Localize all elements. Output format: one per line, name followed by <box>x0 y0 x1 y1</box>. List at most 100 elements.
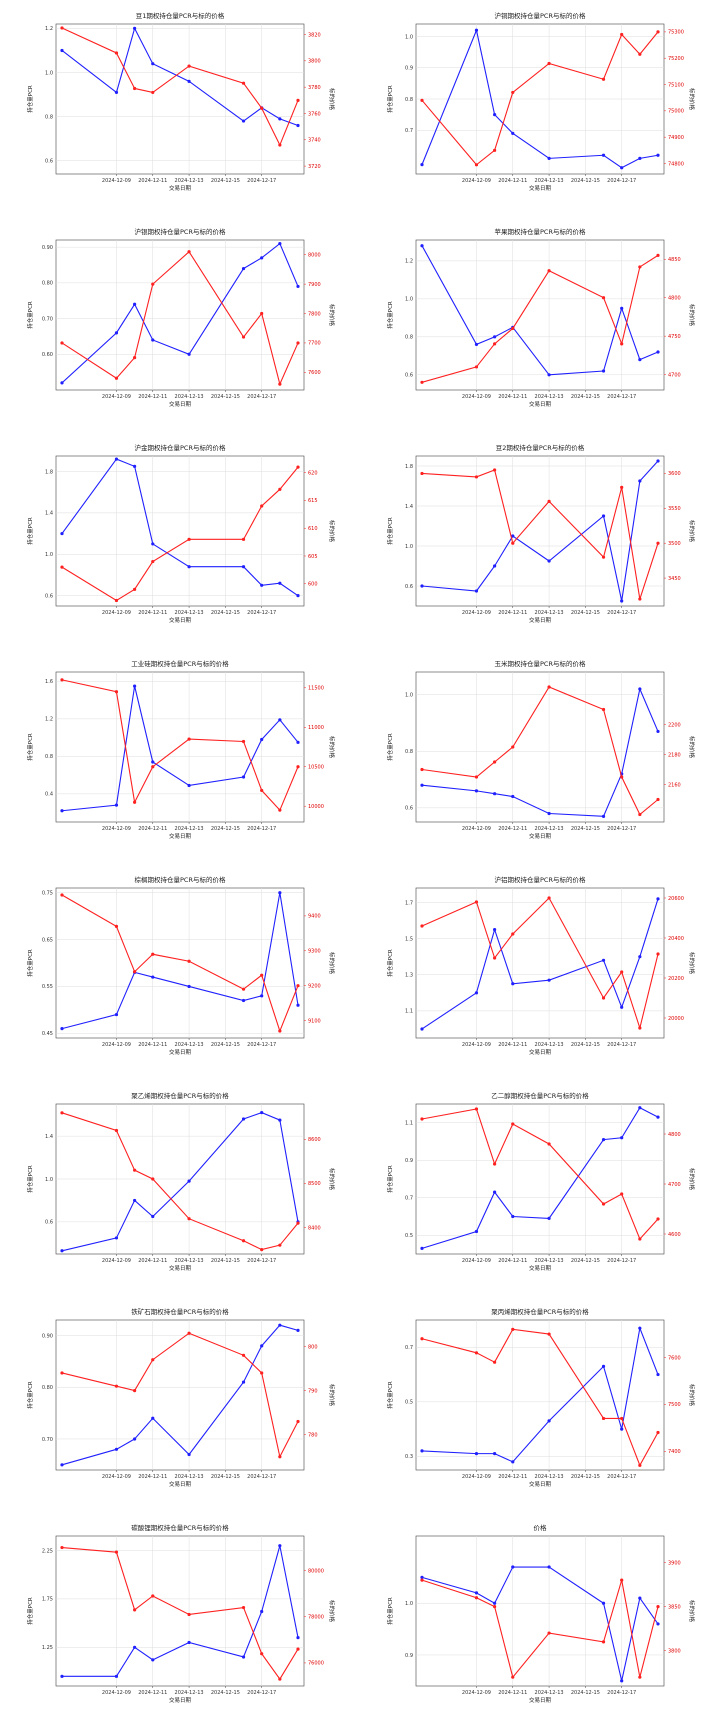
pcr-point <box>151 542 155 546</box>
x-tick-label: 2024-12-11 <box>138 178 167 184</box>
pcr-point <box>420 163 424 167</box>
y-left-tick-label: 0.80 <box>42 281 53 287</box>
pcr-point <box>620 1679 624 1683</box>
y-right-tick-label: 4600 <box>668 1232 681 1238</box>
chart-panel: 豆2期权持仓量PCR与标的价格 2024-12-09 2024-12-11 2024-… <box>364 434 716 648</box>
chart-svg: 沪铝期权持仓量PCR与标的价格 2024-12-09 2024-12-11 2024-… <box>386 875 696 1056</box>
price-point <box>547 896 551 900</box>
pcr-point <box>260 256 264 260</box>
x-tick-label: 2024-12-09 <box>462 1258 491 1264</box>
y-right-tick-label: 800 <box>308 1344 318 1350</box>
x-tick-label: 2024-12-17 <box>607 826 636 832</box>
y-left-tick-label: 0.6 <box>45 593 53 599</box>
price-point <box>474 365 479 369</box>
price-point <box>601 1202 606 1206</box>
pcr-point <box>278 891 282 895</box>
y-right-tick-label: 75100 <box>668 82 684 88</box>
x-tick-label: 2024-12-17 <box>607 1258 636 1264</box>
price-point <box>656 30 660 34</box>
y-left-tick-label: 0.70 <box>42 1437 53 1443</box>
price-point <box>474 900 479 904</box>
pcr-point <box>493 927 497 932</box>
y-right-axis-label: 标的价格 <box>328 520 336 543</box>
chart-title: 玉米期权持仓量PCR与标的价格 <box>495 659 586 668</box>
x-axis-label: 交易日期 <box>169 832 192 840</box>
y-right-tick-label: 600 <box>308 582 318 588</box>
chart-title: 乙二醇期权持仓量PCR与标的价格 <box>491 1091 589 1100</box>
x-tick-label: 2024-12-09 <box>102 1474 131 1480</box>
pcr-point <box>151 1658 155 1662</box>
price-point <box>241 1239 246 1243</box>
x-tick-label: 2024-12-15 <box>571 1258 600 1264</box>
plot-frame <box>415 239 665 391</box>
x-tick-label: 2024-12-13 <box>535 1690 564 1696</box>
plot-frame <box>55 671 305 823</box>
chart-svg: 豆1期权持仓量PCR与标的价格 2024-12-09 2024-12-11 2024-… <box>26 11 336 192</box>
price-point <box>133 970 137 974</box>
price-point <box>601 77 606 81</box>
price-point <box>114 376 119 380</box>
pcr-point <box>133 684 137 688</box>
y-right-tick-label: 4800 <box>668 295 681 301</box>
pcr-point <box>493 113 497 117</box>
y-left-axis-label: 持仓量PCR <box>26 1165 34 1193</box>
y-right-tick-label: 11000 <box>308 725 324 731</box>
price-point <box>114 1384 119 1388</box>
y-left-tick-label: 1.0 <box>45 70 53 76</box>
y-right-tick-label: 3820 <box>308 32 321 38</box>
pcr-point <box>278 1118 282 1122</box>
pcr-point <box>133 1198 137 1203</box>
x-tick-label: 2024-12-15 <box>571 1042 600 1048</box>
price-point <box>620 32 624 37</box>
x-axis-label: 交易日期 <box>169 1480 192 1488</box>
y-left-tick-label: 1.0 <box>405 544 413 550</box>
y-right-tick-label: 9400 <box>308 914 321 920</box>
price-point <box>60 893 64 897</box>
pcr-point <box>511 982 515 986</box>
price-point <box>187 737 191 741</box>
price-point <box>601 1640 606 1644</box>
price-line <box>421 1579 659 1679</box>
x-tick-label: 2024-12-09 <box>462 826 491 832</box>
x-tick-label: 2024-12-13 <box>535 1258 564 1264</box>
y-left-tick-label: 0.65 <box>42 937 53 943</box>
pcr-point <box>133 464 137 468</box>
x-tick-label: 2024-12-17 <box>247 178 276 184</box>
pcr-point <box>474 28 479 32</box>
price-point <box>278 487 282 491</box>
pcr-point <box>60 1674 64 1678</box>
chart-title: 豆1期权持仓量PCR与标的价格 <box>136 11 225 20</box>
pcr-line <box>421 245 659 376</box>
y-left-tick-label: 1.1 <box>405 1121 413 1127</box>
pcr-point <box>241 775 246 779</box>
y-left-axis-label: 持仓量PCR <box>386 733 394 761</box>
price-point <box>260 504 264 508</box>
price-point <box>493 1162 497 1166</box>
price-point <box>547 269 551 273</box>
x-tick-label: 2024-12-11 <box>498 394 527 400</box>
price-point <box>133 86 137 91</box>
chart-panel: 价格 2024-12-09 2024-12-11 2024-12-13 2024-12-… <box>364 1514 716 1728</box>
y-right-tick-label: 610 <box>308 526 318 532</box>
y-right-tick-label: 4800 <box>668 1132 681 1138</box>
chart-svg: 沪银期权持仓量PCR与标的价格 2024-12-09 2024-12-11 2024-… <box>26 227 336 408</box>
pcr-point <box>620 166 624 170</box>
price-line <box>421 1328 659 1467</box>
plot-frame <box>55 23 305 175</box>
pcr-line <box>421 898 659 1030</box>
y-left-tick-label: 0.6 <box>405 584 413 590</box>
x-tick-label: 2024-12-15 <box>211 1258 240 1264</box>
x-tick-label: 2024-12-17 <box>247 394 276 400</box>
price-point <box>620 1578 624 1582</box>
x-tick-label: 2024-12-17 <box>607 394 636 400</box>
price-point <box>547 1631 551 1635</box>
pcr-point <box>656 1372 660 1377</box>
price-point <box>187 1331 191 1335</box>
chart-svg: 工业硅期权持仓量PCR与标的价格 2024-12-09 2024-12-11 2024… <box>26 659 336 840</box>
pcr-point <box>151 975 155 979</box>
price-point <box>420 98 424 102</box>
y-left-tick-label: 0.6 <box>405 806 413 812</box>
x-tick-label: 2024-12-13 <box>535 826 564 832</box>
y-right-tick-label: 7600 <box>668 1355 681 1361</box>
x-tick-label: 2024-12-09 <box>462 610 491 616</box>
